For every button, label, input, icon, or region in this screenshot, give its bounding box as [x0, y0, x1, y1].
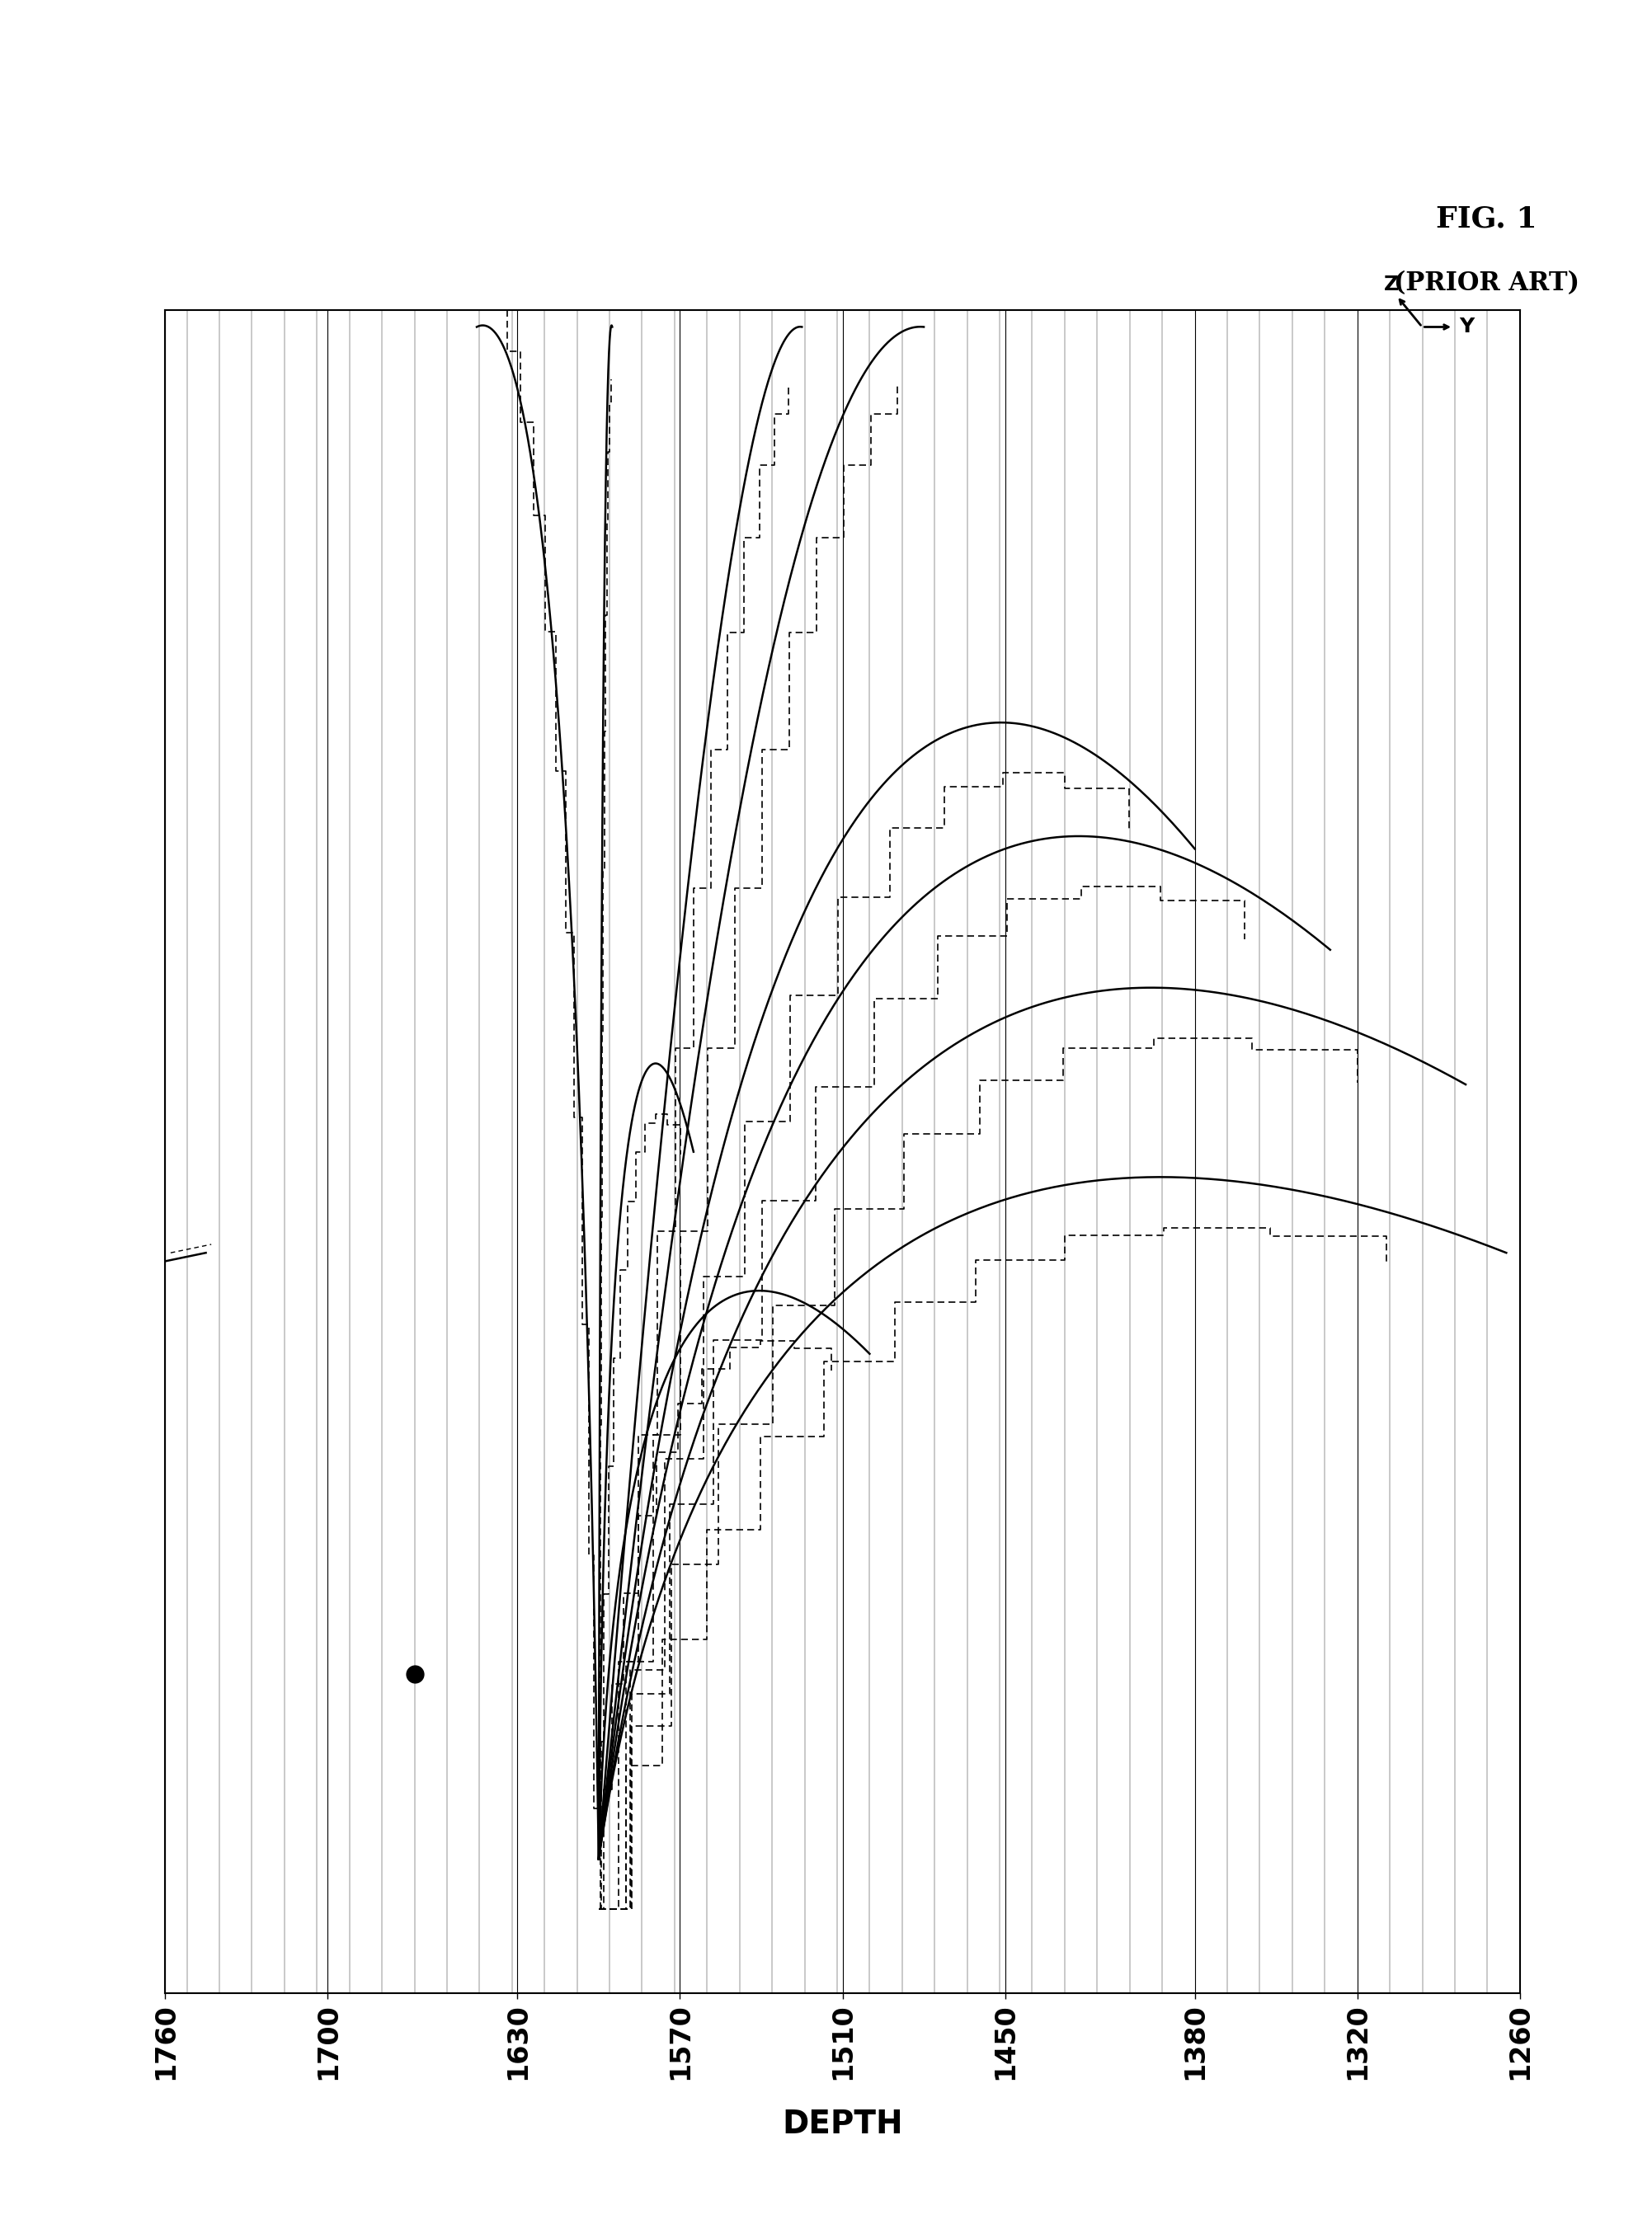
X-axis label: DEPTH: DEPTH: [781, 2109, 904, 2140]
Text: Y: Y: [1459, 317, 1474, 337]
Text: (PRIOR ART): (PRIOR ART): [1394, 270, 1579, 297]
Text: Z: Z: [1383, 275, 1399, 295]
Text: FIG. 1: FIG. 1: [1436, 204, 1538, 233]
